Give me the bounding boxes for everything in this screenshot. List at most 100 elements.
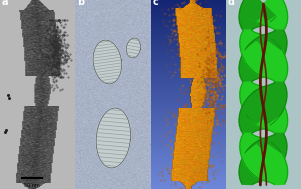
- Polygon shape: [241, 160, 266, 180]
- Polygon shape: [240, 58, 265, 77]
- Polygon shape: [243, 133, 251, 135]
- Polygon shape: [240, 112, 264, 129]
- Polygon shape: [268, 17, 288, 27]
- Polygon shape: [262, 111, 287, 129]
- Polygon shape: [271, 136, 286, 141]
- Polygon shape: [240, 127, 255, 132]
- Polygon shape: [242, 36, 267, 56]
- Polygon shape: [239, 167, 262, 181]
- Polygon shape: [239, 11, 262, 26]
- Polygon shape: [272, 32, 286, 36]
- Polygon shape: [264, 165, 287, 181]
- Polygon shape: [251, 145, 278, 171]
- Polygon shape: [272, 129, 286, 132]
- Polygon shape: [257, 89, 283, 112]
- Polygon shape: [240, 84, 256, 90]
- Polygon shape: [239, 13, 261, 26]
- Polygon shape: [240, 178, 256, 183]
- Polygon shape: [249, 145, 275, 171]
- Polygon shape: [270, 20, 287, 27]
- Polygon shape: [264, 138, 287, 154]
- Polygon shape: [241, 4, 267, 24]
- Polygon shape: [259, 140, 284, 161]
- Polygon shape: [241, 56, 266, 76]
- Polygon shape: [258, 156, 284, 179]
- Polygon shape: [260, 139, 285, 159]
- Polygon shape: [240, 137, 260, 148]
- Polygon shape: [246, 91, 273, 116]
- Polygon shape: [252, 41, 279, 66]
- Polygon shape: [239, 71, 258, 79]
- Polygon shape: [269, 123, 287, 131]
- Polygon shape: [240, 86, 263, 101]
- Polygon shape: [250, 146, 277, 172]
- Polygon shape: [275, 133, 284, 135]
- Polygon shape: [241, 35, 265, 54]
- Polygon shape: [241, 87, 265, 105]
- Polygon shape: [266, 118, 288, 130]
- Polygon shape: [256, 38, 282, 62]
- Polygon shape: [267, 67, 288, 78]
- Polygon shape: [247, 98, 273, 124]
- Polygon shape: [269, 85, 287, 92]
- Polygon shape: [252, 97, 279, 123]
- Polygon shape: [240, 125, 256, 131]
- Polygon shape: [274, 27, 285, 29]
- Polygon shape: [256, 50, 283, 74]
- Polygon shape: [274, 80, 285, 81]
- Polygon shape: [250, 95, 277, 121]
- Polygon shape: [252, 0, 278, 19]
- Polygon shape: [240, 34, 262, 49]
- Polygon shape: [243, 29, 252, 30]
- Polygon shape: [242, 2, 268, 24]
- Polygon shape: [240, 24, 255, 28]
- Polygon shape: [241, 181, 254, 184]
- Polygon shape: [261, 6, 286, 25]
- Polygon shape: [250, 43, 277, 69]
- Polygon shape: [242, 158, 267, 179]
- Polygon shape: [249, 44, 276, 70]
- Polygon shape: [250, 146, 277, 172]
- Polygon shape: [246, 47, 273, 73]
- Polygon shape: [259, 36, 284, 58]
- Polygon shape: [244, 153, 271, 177]
- Polygon shape: [241, 26, 254, 29]
- Polygon shape: [241, 135, 254, 139]
- Polygon shape: [244, 50, 271, 74]
- Polygon shape: [275, 30, 284, 32]
- Polygon shape: [245, 142, 271, 166]
- Polygon shape: [260, 88, 285, 108]
- Polygon shape: [262, 35, 286, 53]
- Polygon shape: [255, 90, 281, 115]
- Polygon shape: [249, 96, 275, 122]
- Polygon shape: [275, 134, 284, 136]
- Polygon shape: [264, 86, 287, 101]
- Polygon shape: [246, 150, 273, 176]
- Polygon shape: [242, 105, 268, 127]
- Polygon shape: [255, 100, 281, 125]
- Polygon shape: [266, 86, 287, 98]
- Polygon shape: [126, 38, 141, 58]
- Polygon shape: [240, 86, 262, 100]
- Polygon shape: [240, 161, 265, 180]
- Polygon shape: [251, 94, 278, 120]
- Polygon shape: [270, 73, 287, 79]
- Polygon shape: [270, 176, 287, 183]
- Polygon shape: [243, 37, 269, 59]
- Polygon shape: [245, 0, 272, 21]
- Polygon shape: [239, 123, 257, 131]
- Polygon shape: [265, 34, 287, 49]
- Polygon shape: [93, 40, 122, 84]
- Polygon shape: [259, 55, 285, 76]
- Polygon shape: [253, 144, 279, 170]
- Polygon shape: [241, 107, 267, 128]
- Polygon shape: [240, 87, 264, 103]
- Polygon shape: [253, 46, 280, 72]
- Polygon shape: [239, 65, 261, 78]
- Polygon shape: [239, 67, 260, 78]
- Polygon shape: [240, 138, 264, 156]
- Polygon shape: [257, 52, 284, 75]
- Polygon shape: [240, 22, 256, 28]
- Polygon shape: [249, 0, 276, 18]
- Polygon shape: [239, 165, 263, 181]
